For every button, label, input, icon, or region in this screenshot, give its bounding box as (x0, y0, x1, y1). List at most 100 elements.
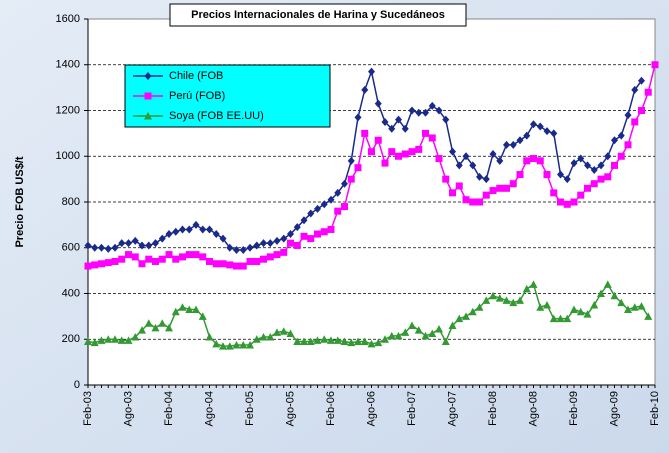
marker (111, 243, 119, 252)
marker (206, 257, 213, 265)
marker (307, 235, 315, 243)
marker (266, 332, 275, 341)
marker (414, 326, 423, 334)
marker (482, 296, 491, 304)
x-tick-label: Ago-05 (284, 391, 296, 426)
marker (125, 239, 132, 248)
marker (293, 223, 301, 232)
marker (489, 291, 497, 300)
marker (313, 336, 322, 344)
marker (347, 175, 355, 183)
marker (307, 209, 315, 218)
marker (523, 157, 531, 165)
marker (273, 251, 281, 259)
marker (306, 337, 315, 346)
marker (489, 149, 497, 158)
marker (462, 196, 470, 204)
marker (394, 331, 403, 340)
x-tick-label: Feb-05 (244, 391, 256, 426)
chart-title: Precios Internacionales de Harina y Suce… (191, 9, 445, 21)
marker (415, 145, 423, 153)
marker (475, 303, 484, 311)
marker (435, 155, 443, 163)
marker (617, 152, 625, 160)
marker (125, 251, 132, 259)
marker (158, 234, 166, 243)
marker (549, 314, 558, 323)
marker (152, 257, 159, 265)
marker (179, 225, 186, 234)
marker (138, 260, 146, 268)
y-tick-label: 400 (62, 287, 80, 299)
marker (145, 241, 153, 250)
marker (550, 129, 558, 138)
marker (422, 129, 429, 137)
x-tick-label: Feb-09 (568, 391, 580, 426)
marker (617, 298, 626, 307)
marker (563, 314, 572, 323)
marker (624, 305, 632, 314)
marker (408, 321, 416, 330)
marker (631, 118, 639, 126)
marker (462, 152, 470, 161)
marker (219, 260, 227, 268)
marker (577, 191, 585, 199)
marker (374, 338, 383, 347)
marker (259, 332, 268, 341)
x-tick-label: Feb-10 (649, 391, 661, 426)
marker (361, 129, 369, 137)
marker (212, 260, 220, 268)
marker (644, 312, 653, 320)
marker (144, 92, 152, 100)
marker (124, 336, 133, 344)
marker (503, 184, 510, 192)
marker (273, 236, 281, 245)
marker (624, 111, 632, 120)
marker (503, 140, 510, 149)
marker (260, 255, 267, 263)
marker (360, 337, 369, 346)
marker (448, 321, 457, 330)
marker (368, 67, 375, 76)
marker (192, 251, 200, 259)
marker (165, 230, 173, 239)
marker (239, 262, 247, 270)
marker (630, 303, 639, 311)
marker (428, 329, 437, 338)
marker (462, 312, 470, 320)
marker (111, 257, 119, 265)
y-tick-label: 1000 (56, 150, 80, 162)
marker (138, 326, 146, 334)
marker (327, 336, 335, 344)
marker (178, 303, 187, 311)
marker (502, 296, 511, 304)
marker (543, 171, 551, 179)
marker (428, 134, 436, 142)
marker (320, 335, 329, 343)
marker (226, 243, 234, 252)
marker (374, 136, 382, 144)
marker (428, 101, 436, 110)
marker (239, 246, 247, 255)
marker (495, 294, 504, 302)
marker (449, 189, 456, 197)
marker (293, 241, 301, 249)
legend-label: Soya (FOB EE.UU) (169, 110, 264, 122)
marker (300, 232, 308, 240)
marker (341, 179, 348, 188)
marker (381, 159, 389, 167)
marker (408, 148, 416, 156)
marker (570, 305, 578, 314)
marker (266, 239, 274, 248)
marker (530, 120, 537, 129)
x-tick-label: Feb-03 (82, 391, 94, 426)
marker (144, 72, 152, 80)
marker (287, 239, 294, 247)
marker (516, 296, 524, 304)
marker (374, 99, 382, 108)
marker (455, 161, 463, 170)
marker (381, 335, 389, 343)
marker (637, 302, 646, 310)
marker (131, 332, 140, 341)
marker (563, 175, 571, 184)
